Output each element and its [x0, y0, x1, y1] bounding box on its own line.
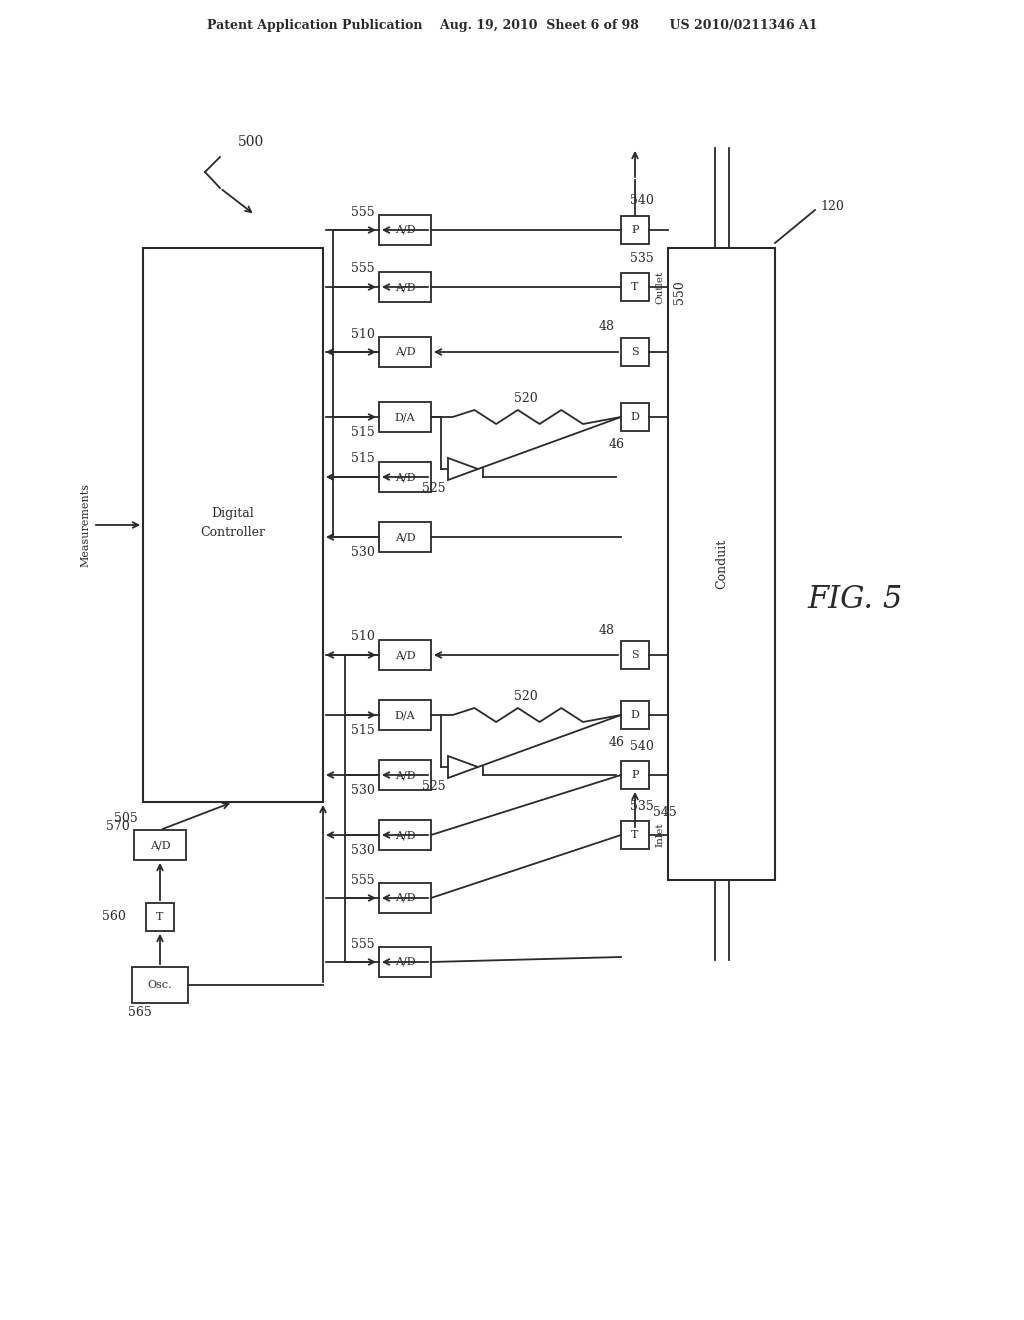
Text: 530: 530: [351, 843, 375, 857]
Text: 515: 515: [351, 425, 375, 438]
Text: 120: 120: [820, 199, 844, 213]
Text: Osc.: Osc.: [147, 979, 172, 990]
Text: A/D: A/D: [394, 282, 416, 292]
FancyBboxPatch shape: [143, 248, 323, 803]
Text: 48: 48: [599, 623, 615, 636]
Text: D: D: [631, 412, 639, 422]
Text: 545: 545: [653, 807, 677, 820]
Text: 555: 555: [351, 874, 375, 887]
Text: 555: 555: [351, 206, 375, 219]
FancyBboxPatch shape: [621, 821, 649, 849]
FancyBboxPatch shape: [379, 462, 431, 492]
Text: 530: 530: [351, 545, 375, 558]
Text: A/D: A/D: [394, 649, 416, 660]
FancyBboxPatch shape: [379, 883, 431, 913]
Text: T: T: [632, 282, 639, 292]
FancyBboxPatch shape: [379, 403, 431, 432]
FancyBboxPatch shape: [132, 968, 188, 1003]
Text: A/D: A/D: [150, 840, 170, 850]
Text: S: S: [631, 649, 639, 660]
FancyBboxPatch shape: [379, 700, 431, 730]
Text: FIG. 5: FIG. 5: [807, 585, 902, 615]
Text: 535: 535: [630, 252, 653, 265]
FancyBboxPatch shape: [379, 640, 431, 671]
FancyBboxPatch shape: [379, 521, 431, 552]
Text: D/A: D/A: [394, 710, 416, 719]
FancyBboxPatch shape: [621, 642, 649, 669]
Text: 570: 570: [106, 821, 130, 833]
FancyBboxPatch shape: [379, 946, 431, 977]
Text: 565: 565: [128, 1006, 152, 1019]
Text: 46: 46: [609, 737, 625, 750]
Text: 530: 530: [351, 784, 375, 796]
Text: P: P: [631, 770, 639, 780]
FancyBboxPatch shape: [621, 273, 649, 301]
Text: 540: 540: [630, 741, 654, 754]
Text: 560: 560: [102, 911, 126, 924]
Text: 46: 46: [609, 438, 625, 451]
FancyBboxPatch shape: [621, 403, 649, 432]
Text: A/D: A/D: [394, 894, 416, 903]
Text: Controller: Controller: [201, 527, 265, 540]
FancyBboxPatch shape: [668, 248, 775, 880]
Text: 510: 510: [351, 327, 375, 341]
Text: 510: 510: [351, 631, 375, 644]
Text: 525: 525: [422, 482, 445, 495]
Text: T: T: [632, 830, 639, 840]
Text: A/D: A/D: [394, 473, 416, 482]
FancyBboxPatch shape: [379, 272, 431, 302]
Text: Patent Application Publication    Aug. 19, 2010  Sheet 6 of 98       US 2010/021: Patent Application Publication Aug. 19, …: [207, 18, 817, 32]
Text: A/D: A/D: [394, 532, 416, 543]
Text: 555: 555: [351, 937, 375, 950]
Text: 515: 515: [351, 453, 375, 466]
Text: P: P: [631, 224, 639, 235]
FancyBboxPatch shape: [621, 338, 649, 366]
FancyBboxPatch shape: [621, 216, 649, 244]
Text: 555: 555: [351, 263, 375, 276]
Text: Digital: Digital: [212, 507, 254, 520]
FancyBboxPatch shape: [134, 830, 186, 861]
Text: T: T: [157, 912, 164, 921]
Text: A/D: A/D: [394, 770, 416, 780]
Text: Inlet: Inlet: [655, 822, 664, 847]
FancyBboxPatch shape: [621, 701, 649, 729]
Text: 525: 525: [422, 780, 445, 792]
Text: A/D: A/D: [394, 957, 416, 968]
FancyBboxPatch shape: [146, 903, 174, 931]
Text: D: D: [631, 710, 639, 719]
Text: D/A: D/A: [394, 412, 416, 422]
FancyBboxPatch shape: [379, 820, 431, 850]
Text: 520: 520: [514, 392, 538, 405]
Text: Conduit: Conduit: [715, 539, 728, 589]
FancyBboxPatch shape: [621, 762, 649, 789]
Text: Measurements: Measurements: [80, 483, 90, 568]
Text: 515: 515: [351, 723, 375, 737]
FancyBboxPatch shape: [379, 337, 431, 367]
Text: 48: 48: [599, 321, 615, 334]
Text: 540: 540: [630, 194, 654, 206]
Text: 505: 505: [115, 812, 138, 825]
Text: A/D: A/D: [394, 830, 416, 840]
Text: 535: 535: [630, 800, 653, 813]
FancyBboxPatch shape: [379, 215, 431, 246]
Text: A/D: A/D: [394, 347, 416, 356]
Text: 550: 550: [673, 280, 686, 304]
Text: 520: 520: [514, 690, 538, 704]
Text: Outlet: Outlet: [655, 271, 664, 304]
Text: 500: 500: [238, 135, 264, 149]
FancyBboxPatch shape: [379, 760, 431, 789]
Text: A/D: A/D: [394, 224, 416, 235]
Text: S: S: [631, 347, 639, 356]
